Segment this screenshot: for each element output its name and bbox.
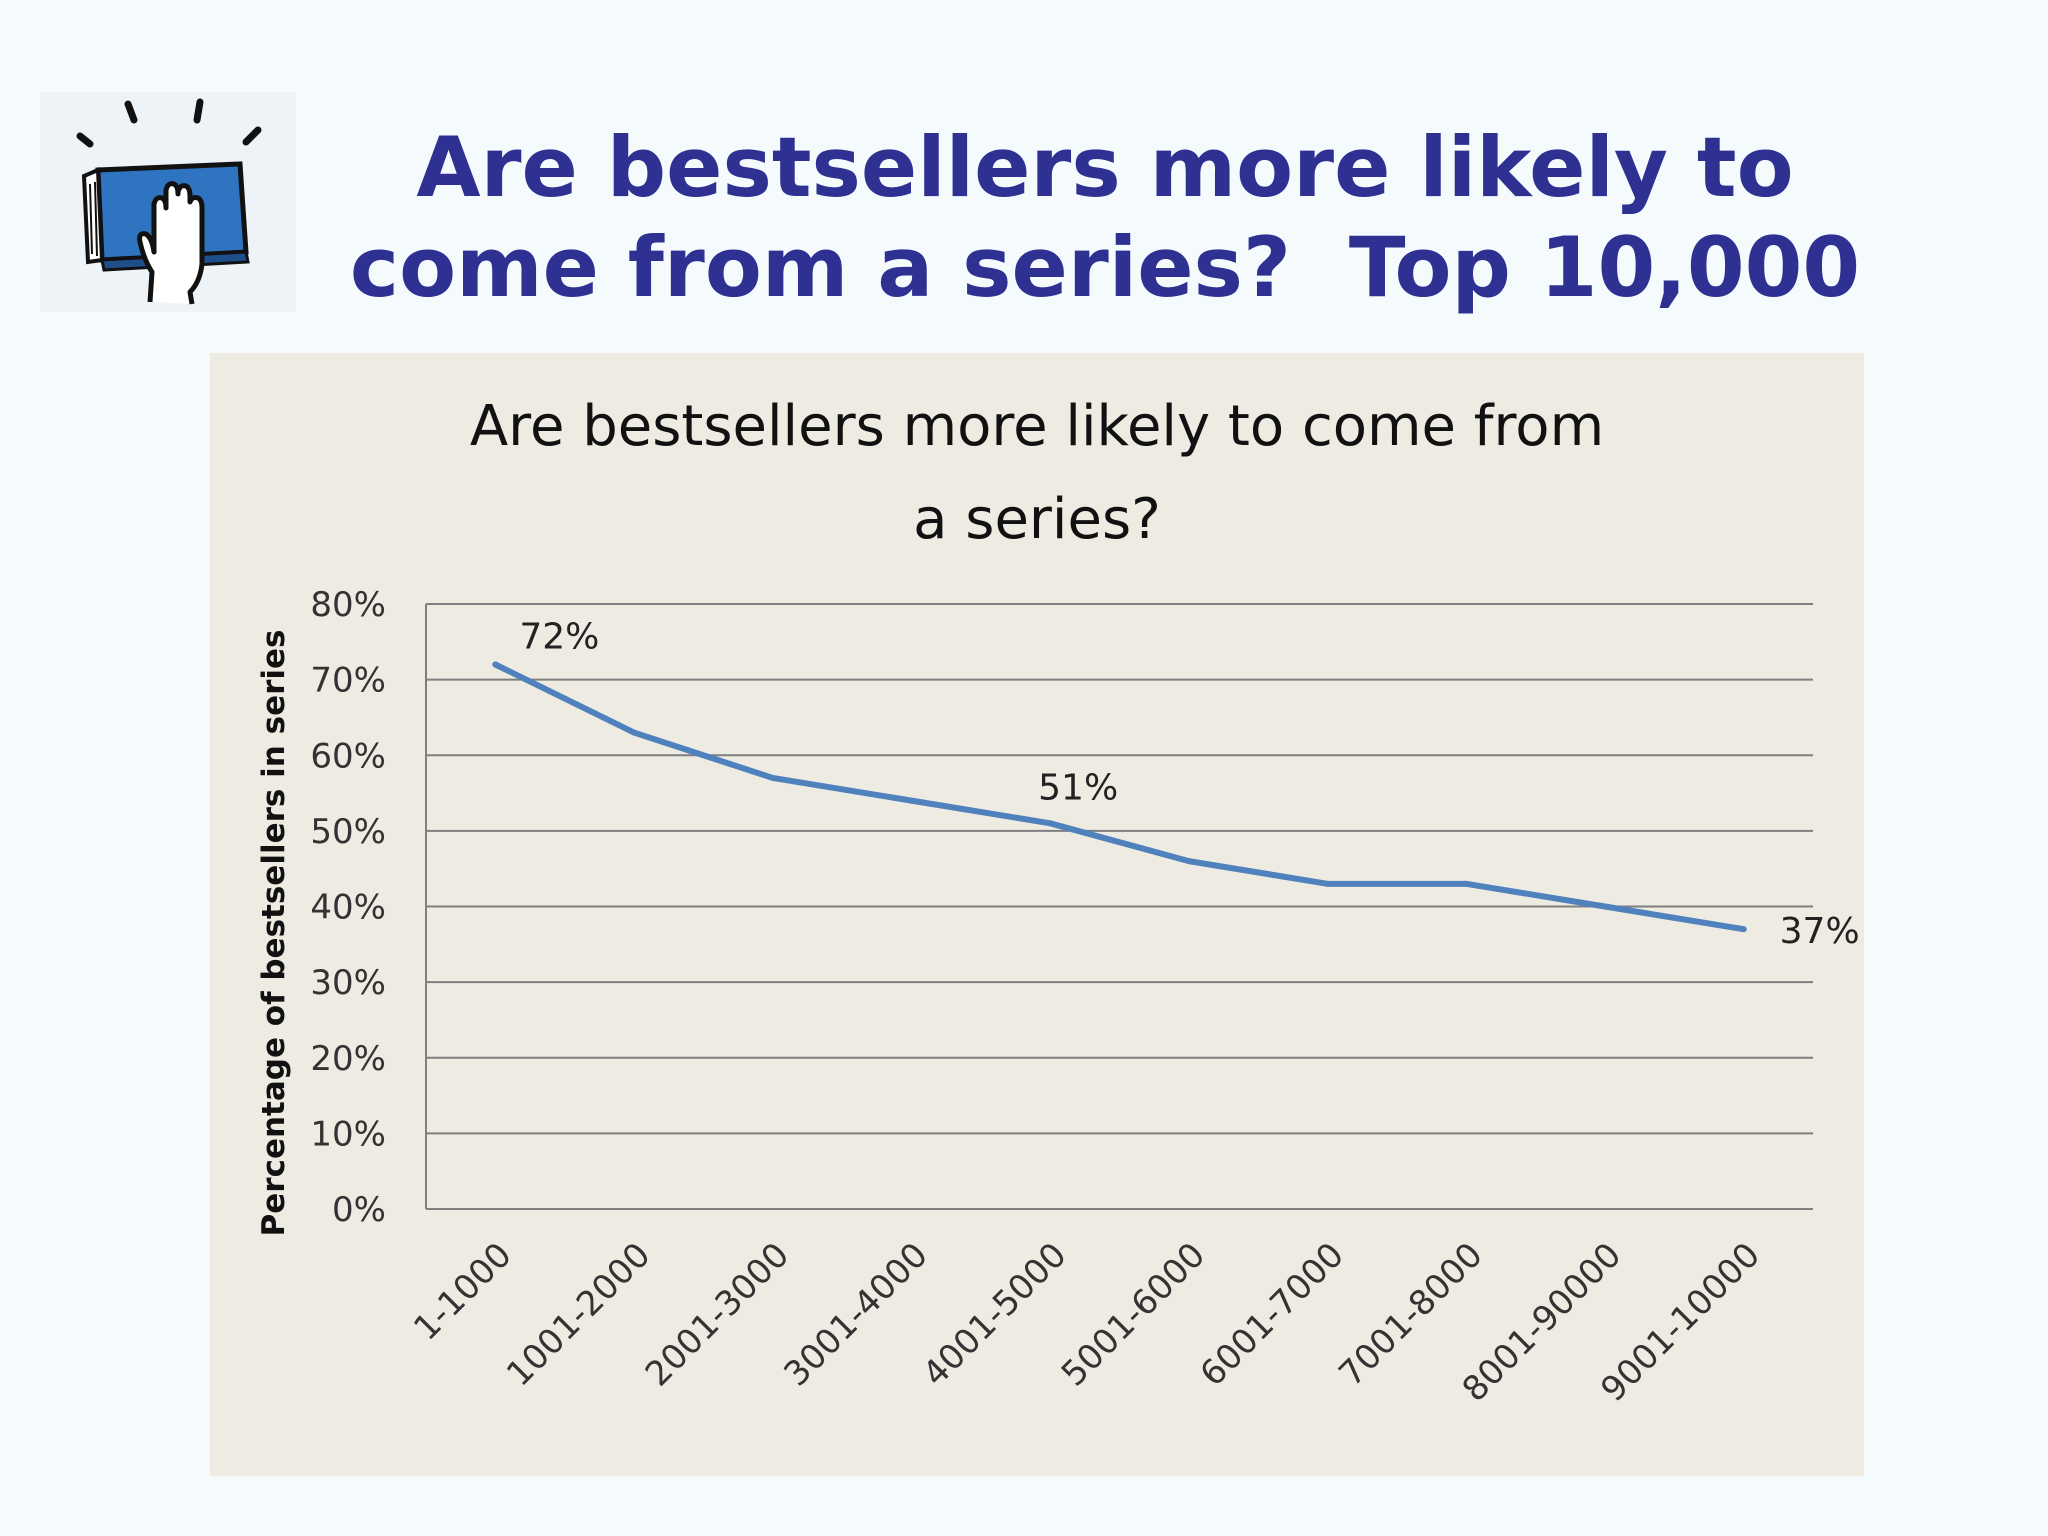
x-tick-label: 5001-6000 bbox=[1054, 1235, 1213, 1394]
slide-title: Are bestsellers more likely to come from… bbox=[330, 118, 1880, 318]
data-label: 37% bbox=[1780, 911, 1860, 952]
chart-title-line-2: a series? bbox=[913, 487, 1161, 552]
data-point bbox=[1463, 880, 1470, 887]
slide-title-line-2: come from a series? Top 10,000 bbox=[349, 219, 1861, 316]
y-axis-label: Percentage of bestsellers in series bbox=[256, 630, 292, 1237]
x-tick-label: 1-1000 bbox=[406, 1235, 519, 1348]
x-tick-label: 1001-2000 bbox=[499, 1235, 658, 1394]
x-tick-label: 3001-4000 bbox=[776, 1235, 935, 1394]
data-point bbox=[769, 774, 776, 781]
data-point bbox=[1324, 880, 1331, 887]
chart-title-line-1: Are bestsellers more likely to come from bbox=[470, 394, 1604, 459]
y-tick-label: 80% bbox=[310, 585, 386, 625]
y-tick-labels: 0% 10% 20% 30% 40% 50% 60% 70% 80% bbox=[310, 585, 386, 1230]
data-point bbox=[492, 661, 499, 668]
data-point bbox=[1601, 903, 1608, 910]
y-tick-label: 70% bbox=[310, 661, 386, 701]
data-labels: 72% 51% 37% bbox=[519, 617, 1859, 953]
data-point bbox=[1740, 926, 1747, 933]
data-point bbox=[631, 729, 638, 736]
x-tick-label: 2001-3000 bbox=[638, 1235, 797, 1394]
slide-title-line-1: Are bestsellers more likely to bbox=[416, 119, 1794, 216]
chart-panel: Are bestsellers more likely to come from… bbox=[210, 353, 1864, 1476]
x-tick-label: 4001-5000 bbox=[915, 1235, 1074, 1394]
series-line bbox=[492, 661, 1747, 933]
data-point bbox=[908, 797, 915, 804]
y-tick-label: 40% bbox=[310, 888, 386, 928]
x-tick-labels: 1-10001001-20002001-30003001-40004001-50… bbox=[406, 1235, 1768, 1410]
y-tick-label: 30% bbox=[310, 963, 386, 1003]
y-tick-label: 10% bbox=[310, 1114, 386, 1154]
y-tick-label: 50% bbox=[310, 812, 386, 852]
y-tick-label: 0% bbox=[332, 1190, 386, 1230]
gridlines bbox=[425, 603, 1813, 1210]
data-point bbox=[1047, 820, 1054, 827]
book-hand-icon bbox=[40, 92, 296, 312]
x-tick-label: 6001-7000 bbox=[1193, 1235, 1352, 1394]
y-tick-label: 60% bbox=[310, 736, 386, 776]
line-chart: Are bestsellers more likely to come from… bbox=[256, 394, 1860, 1410]
book-hand-logo bbox=[76, 98, 262, 305]
series-layer bbox=[492, 661, 1747, 933]
y-tick-label: 20% bbox=[310, 1039, 386, 1079]
data-label: 72% bbox=[519, 617, 599, 658]
data-point bbox=[1185, 858, 1192, 865]
data-label: 51% bbox=[1038, 767, 1118, 808]
